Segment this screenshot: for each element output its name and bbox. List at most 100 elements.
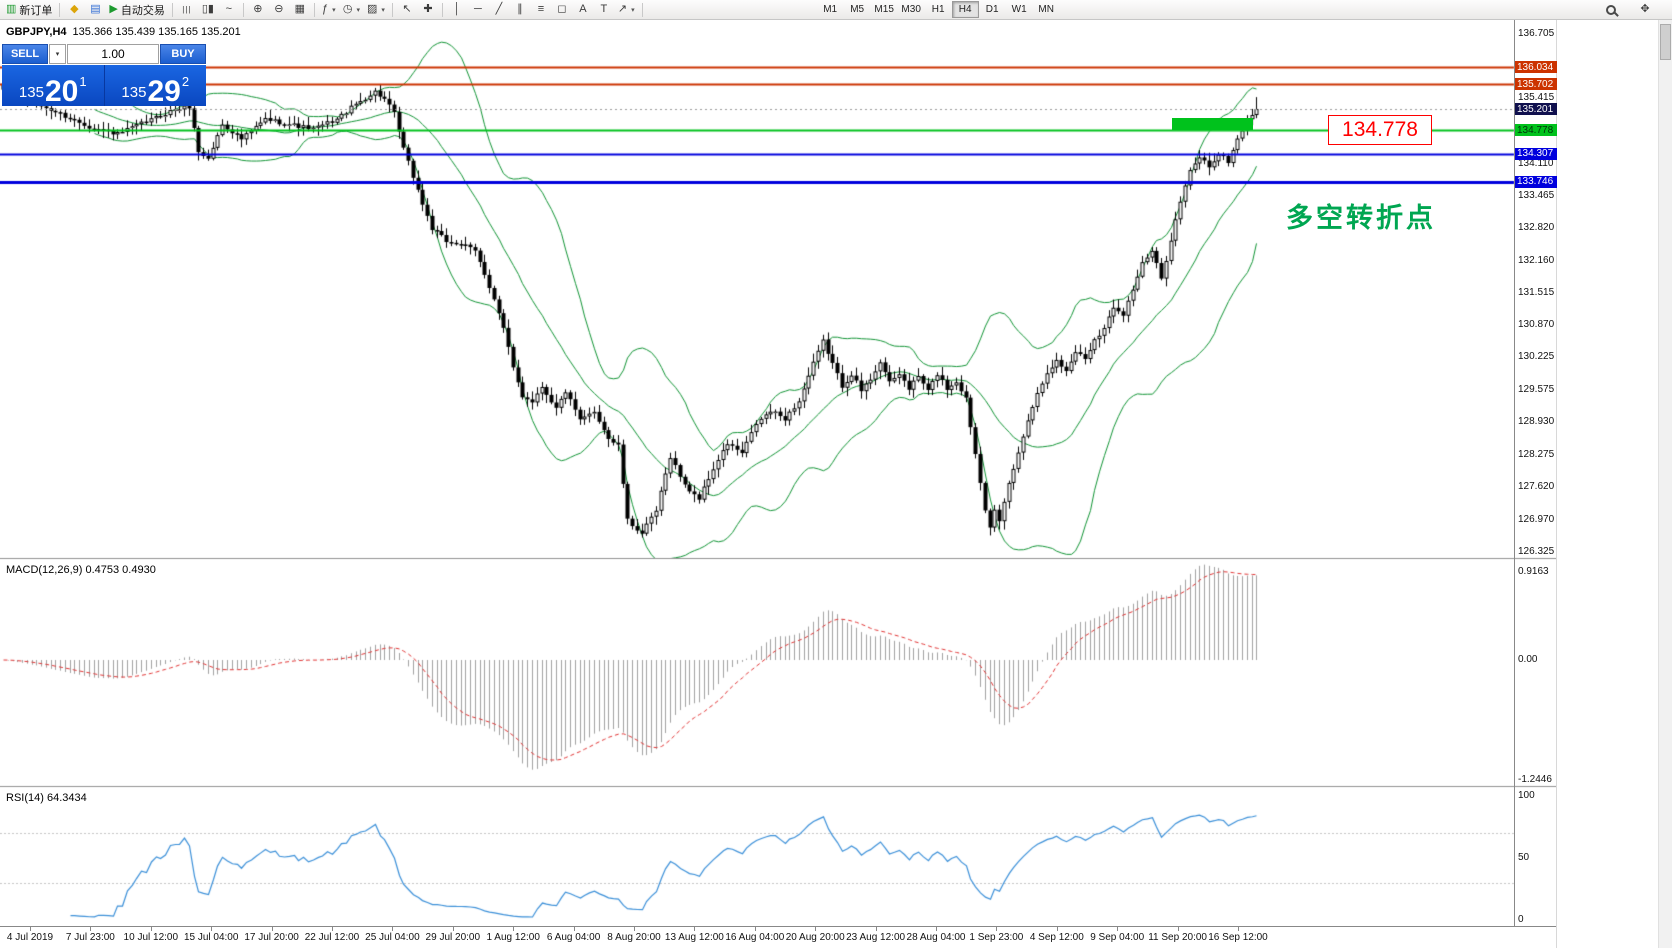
timeframe-w1[interactable]: W1 xyxy=(1006,1,1033,18)
buy-button[interactable]: BUY xyxy=(160,44,206,64)
sell-button[interactable]: SELL xyxy=(2,44,48,64)
one-click-trading-panel: SELL ▾ BUY 135 20 1 135 29 2 xyxy=(2,44,206,106)
volume-dropdown-icon[interactable]: ▾ xyxy=(49,44,66,64)
timeframe-h1[interactable]: H1 xyxy=(925,1,952,18)
horizontal-line-tool-button[interactable]: ─ xyxy=(468,1,488,19)
bar-chart-icon: ||| xyxy=(182,4,192,14)
vertical-scrollbar[interactable] xyxy=(1658,20,1672,948)
bid-price-label: 135.201 xyxy=(1515,103,1557,116)
chevron-down-icon: ▾ xyxy=(356,6,360,14)
sell-price-panel[interactable]: 135 20 1 xyxy=(2,65,105,106)
pan-button[interactable]: ✥ xyxy=(1635,1,1655,19)
time-label: 10 Jul 12:00 xyxy=(123,932,179,943)
hline-price-label: 133.746 xyxy=(1515,175,1557,188)
time-label: 1 Sep 23:00 xyxy=(969,932,1024,943)
price-tick: 130.225 xyxy=(1518,351,1555,363)
time-tick xyxy=(30,927,31,931)
time-tick xyxy=(452,927,454,931)
zoom-in-button[interactable]: ⊕ xyxy=(248,1,268,19)
zoom-out-button[interactable]: ⊖ xyxy=(269,1,289,19)
chart-window: GBPJPY,H4 135.366 135.439 135.165 135.201… xyxy=(0,20,1557,948)
zoom-out-icon: ⊖ xyxy=(274,3,284,15)
time-label: 22 Jul 12:00 xyxy=(304,932,360,943)
time-label: 16 Sep 12:00 xyxy=(1208,932,1268,943)
hline-price-label: 134.778 xyxy=(1515,124,1557,137)
time-tick xyxy=(573,927,575,931)
periods-icon: ◷ xyxy=(342,3,353,15)
sell-price-big: 135 xyxy=(18,84,44,101)
crosshair-tool-button[interactable]: ✚ xyxy=(418,1,438,19)
timeframe-m1[interactable]: M1 xyxy=(817,1,844,18)
fibonacci-icon: ≡ xyxy=(537,3,545,15)
time-tick xyxy=(150,927,152,931)
horizontal-line-icon: ─ xyxy=(474,3,482,15)
price-tick: 130.870 xyxy=(1518,319,1555,331)
right-empty-area xyxy=(1556,20,1658,948)
indicators-button[interactable]: ƒ ▾ xyxy=(319,1,339,19)
autotrading-button[interactable]: ▶ 自动交易 xyxy=(106,1,167,19)
time-tick xyxy=(1177,927,1179,931)
price-axis[interactable]: 136.705136.060135.415134.765134.110133.4… xyxy=(1514,20,1557,926)
chart-canvas[interactable] xyxy=(0,20,1556,948)
rsi-axis-tick: 50 xyxy=(1518,852,1530,863)
price-tick: 136.705 xyxy=(1518,28,1555,39)
label-tool-button[interactable]: T xyxy=(594,1,614,19)
time-tick xyxy=(211,927,213,931)
volume-input[interactable] xyxy=(67,44,159,64)
highlight-rectangle-annotation[interactable] xyxy=(1172,117,1253,131)
timeframe-h4[interactable]: H4 xyxy=(951,1,979,18)
time-label: 4 Sep 12:00 xyxy=(1029,932,1084,943)
tile-windows-button[interactable]: ▦ xyxy=(290,1,310,19)
price-callout-annotation[interactable]: 134.778 xyxy=(1328,115,1432,146)
chevron-down-icon: ▾ xyxy=(332,6,336,14)
charts-button[interactable]: ▤ xyxy=(85,1,105,19)
vertical-line-tool-button[interactable]: │ xyxy=(447,1,467,19)
time-tick xyxy=(1117,927,1119,931)
buy-price-panel[interactable]: 135 29 2 xyxy=(104,65,206,108)
line-chart-mode-button[interactable]: ~ xyxy=(219,1,239,19)
autotrading-label: 自动交易 xyxy=(120,4,165,17)
pan-icon: ✥ xyxy=(1640,3,1650,15)
candle-chart-mode-button[interactable]: ▯▮ xyxy=(198,1,218,19)
time-label: 7 Jul 23:00 xyxy=(65,932,115,943)
time-label: 15 Jul 04:00 xyxy=(183,932,239,943)
arrows-tool-button[interactable]: ↗ ▾ xyxy=(615,1,638,19)
timeframe-d1[interactable]: D1 xyxy=(979,1,1006,18)
buy-price-big: 135 xyxy=(121,84,147,101)
price-tick: 133.465 xyxy=(1518,189,1555,201)
text-tool-icon: A xyxy=(579,3,587,15)
time-label: 28 Aug 04:00 xyxy=(906,932,966,943)
label-tool-icon: T xyxy=(600,3,608,15)
time-axis[interactable]: 4 Jul 2019 7 Jul 23:00 10 Jul 12:00 15 Jul … xyxy=(0,926,1556,948)
turning-point-annotation[interactable]: 多空转折点 xyxy=(1286,203,1436,233)
templates-icon: ▨ xyxy=(367,3,378,15)
time-tick xyxy=(513,927,515,931)
search-button[interactable] xyxy=(1601,1,1621,19)
price-tick: 132.160 xyxy=(1518,254,1555,266)
metaeditor-button[interactable]: ◆ xyxy=(64,1,84,19)
hline-price-label: 135.702 xyxy=(1515,78,1557,91)
timeframe-m5[interactable]: M5 xyxy=(844,1,871,18)
macd-indicator-label: MACD(12,26,9) 0.4753 0.4930 xyxy=(6,564,156,576)
cursor-tool-button[interactable]: ↖ xyxy=(397,1,417,19)
templates-button[interactable]: ▨ ▾ xyxy=(364,1,388,19)
channel-tool-button[interactable]: ∥ xyxy=(510,1,530,19)
periods-button[interactable]: ◷ ▾ xyxy=(340,1,363,19)
indicators-icon: ƒ xyxy=(322,3,329,15)
timeframe-mn[interactable]: MN xyxy=(1033,1,1060,18)
timeframe-m30[interactable]: M30 xyxy=(898,1,925,18)
buy-price-pips: 29 xyxy=(147,74,181,108)
shapes-tool-button[interactable]: ◻ xyxy=(552,1,572,19)
fibonacci-tool-button[interactable]: ≡ xyxy=(531,1,551,19)
time-label: 25 Jul 04:00 xyxy=(365,932,420,943)
trendline-tool-button[interactable]: ╱ xyxy=(489,1,509,19)
timeframe-m15[interactable]: M15 xyxy=(871,1,898,18)
price-tick: 126.970 xyxy=(1518,513,1555,525)
bar-chart-mode-button[interactable]: ||| xyxy=(177,1,197,19)
toolbar-right-group: ✥ xyxy=(1601,1,1669,19)
new-order-button[interactable]: ▥ 新订单 xyxy=(3,1,55,19)
text-tool-button[interactable]: A xyxy=(573,1,593,19)
time-tick xyxy=(332,927,333,931)
time-label: 29 Jul 20:00 xyxy=(425,932,481,943)
scrollbar-thumb[interactable] xyxy=(1660,24,1671,60)
